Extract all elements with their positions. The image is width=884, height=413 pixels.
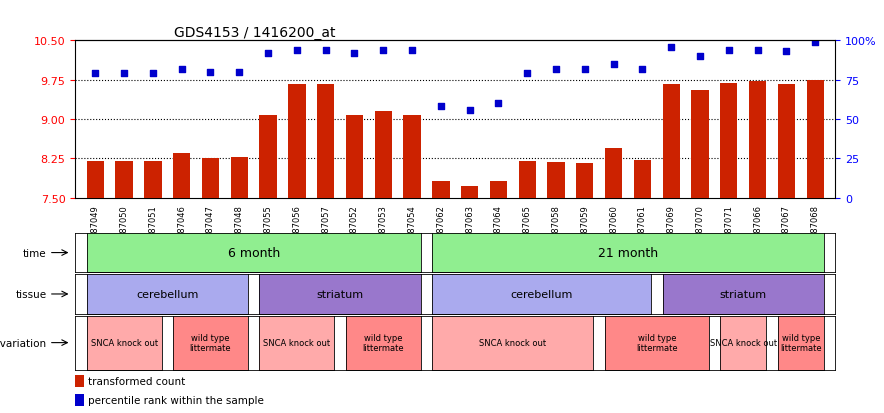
Text: striatum: striatum <box>720 289 766 299</box>
Text: SNCA knock out: SNCA knock out <box>90 338 157 347</box>
Bar <box>75 375 84 387</box>
Bar <box>547 163 565 198</box>
Bar <box>432 181 449 198</box>
Point <box>520 71 534 78</box>
Bar <box>87 161 104 198</box>
Point <box>377 47 391 54</box>
Point <box>780 49 794 56</box>
Bar <box>691 91 709 198</box>
Bar <box>317 85 334 198</box>
Bar <box>231 157 248 198</box>
Text: striatum: striatum <box>316 289 363 299</box>
Point <box>693 54 707 60</box>
Bar <box>144 161 162 198</box>
Bar <box>75 394 84 406</box>
Text: wild type
littermate: wild type littermate <box>190 333 232 352</box>
Text: genotype/variation: genotype/variation <box>0 338 47 348</box>
Text: wild type
littermate: wild type littermate <box>636 333 678 352</box>
Point <box>175 66 189 73</box>
Point <box>751 47 765 54</box>
Text: 6 month: 6 month <box>227 247 280 259</box>
Text: cerebellum: cerebellum <box>510 289 573 299</box>
Point <box>405 47 419 54</box>
Point <box>549 66 563 73</box>
Point <box>347 50 362 57</box>
Bar <box>663 85 680 198</box>
Text: percentile rank within the sample: percentile rank within the sample <box>88 395 263 405</box>
Text: SNCA knock out: SNCA knock out <box>710 338 777 347</box>
Bar <box>375 112 392 198</box>
Text: SNCA knock out: SNCA knock out <box>263 338 331 347</box>
Point <box>290 47 304 54</box>
Point <box>462 107 476 114</box>
Point <box>606 62 621 68</box>
Point <box>434 104 448 111</box>
Bar <box>634 161 652 198</box>
Bar <box>173 154 190 198</box>
Text: transformed count: transformed count <box>88 376 185 386</box>
Bar <box>778 85 795 198</box>
Bar <box>403 116 421 198</box>
Bar <box>749 82 766 198</box>
Bar <box>605 149 622 198</box>
Text: time: time <box>23 248 47 258</box>
Point <box>117 71 131 78</box>
Text: cerebellum: cerebellum <box>136 289 199 299</box>
Text: GDS4153 / 1416200_at: GDS4153 / 1416200_at <box>174 26 335 40</box>
Point <box>88 71 103 78</box>
Text: wild type
littermate: wild type littermate <box>780 333 821 352</box>
Point <box>721 47 735 54</box>
Point <box>578 66 592 73</box>
Point <box>146 71 160 78</box>
Bar <box>202 159 219 198</box>
Bar <box>576 164 593 198</box>
Point <box>261 50 275 57</box>
Bar <box>720 84 737 198</box>
Point <box>492 101 506 107</box>
Bar <box>490 182 507 198</box>
Text: 21 month: 21 month <box>598 247 658 259</box>
Bar <box>259 116 277 198</box>
Bar <box>116 161 133 198</box>
Bar <box>346 116 363 198</box>
Bar <box>288 85 306 198</box>
Point <box>636 66 650 73</box>
Bar <box>519 161 536 198</box>
Text: SNCA knock out: SNCA knock out <box>479 338 546 347</box>
Point <box>318 47 332 54</box>
Point <box>203 69 217 76</box>
Text: wild type
littermate: wild type littermate <box>362 333 404 352</box>
Bar <box>806 81 824 198</box>
Bar <box>461 187 478 198</box>
Point <box>232 69 247 76</box>
Point <box>664 44 678 51</box>
Text: tissue: tissue <box>15 289 47 299</box>
Point <box>808 40 822 46</box>
